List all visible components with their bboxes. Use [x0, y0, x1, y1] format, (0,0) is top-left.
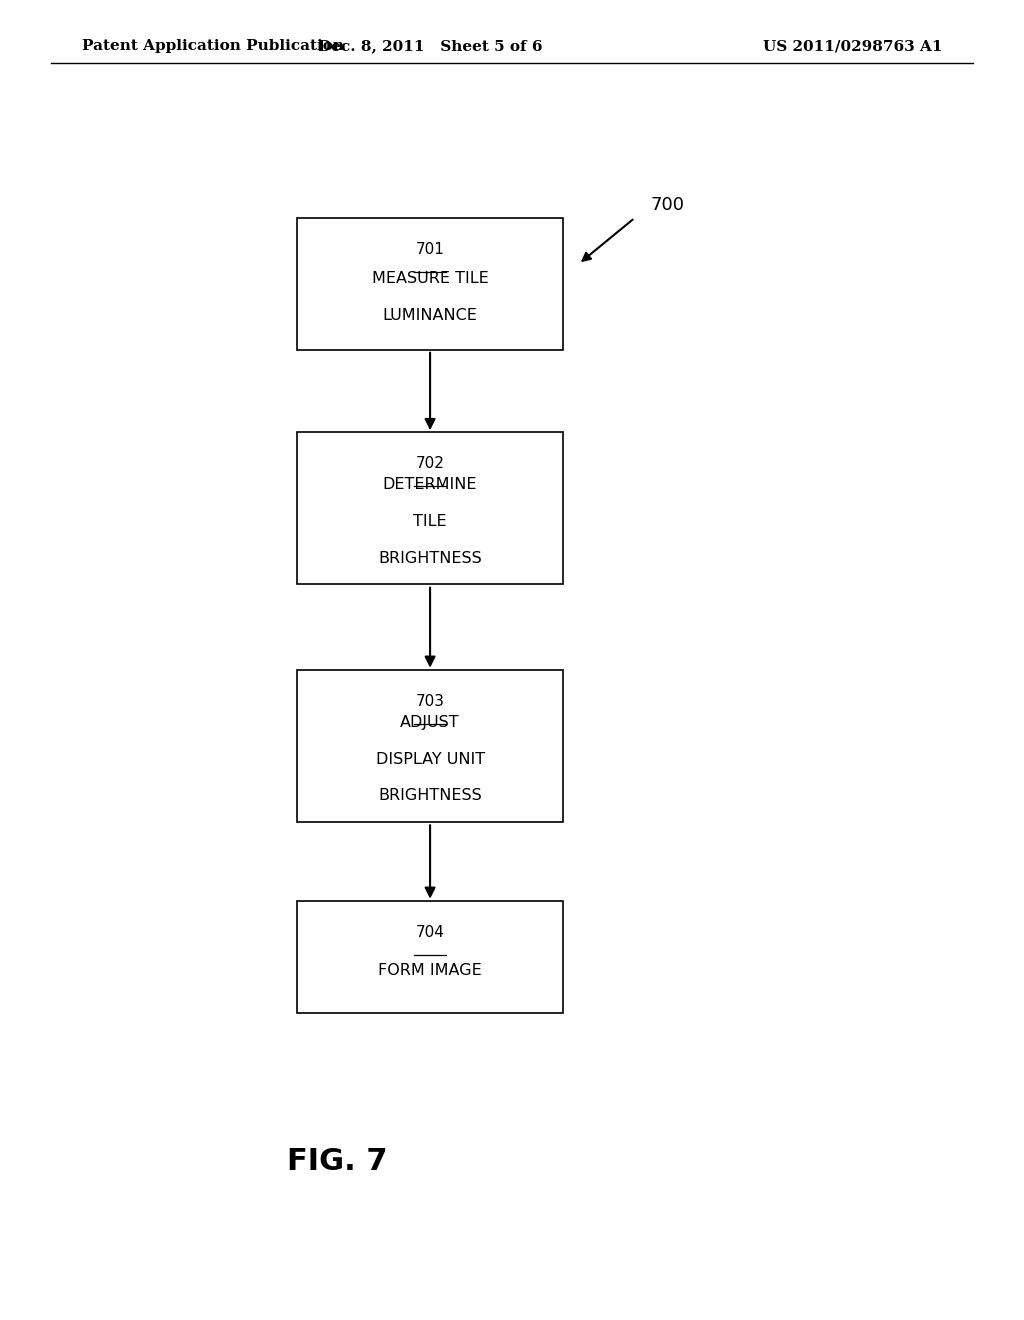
Text: BRIGHTNESS: BRIGHTNESS	[378, 550, 482, 566]
FancyBboxPatch shape	[297, 671, 563, 821]
FancyBboxPatch shape	[297, 433, 563, 583]
Text: LUMINANCE: LUMINANCE	[383, 308, 477, 323]
Text: Dec. 8, 2011   Sheet 5 of 6: Dec. 8, 2011 Sheet 5 of 6	[317, 40, 543, 53]
Text: FORM IMAGE: FORM IMAGE	[378, 962, 482, 978]
Text: Patent Application Publication: Patent Application Publication	[82, 40, 344, 53]
Text: 704: 704	[416, 924, 444, 940]
Text: ADJUST: ADJUST	[400, 714, 460, 730]
Text: 700: 700	[650, 195, 684, 214]
Text: 703: 703	[416, 694, 444, 709]
Text: 701: 701	[416, 242, 444, 256]
Text: BRIGHTNESS: BRIGHTNESS	[378, 788, 482, 804]
Text: TILE: TILE	[414, 513, 446, 529]
FancyBboxPatch shape	[297, 218, 563, 350]
FancyBboxPatch shape	[297, 900, 563, 1014]
Text: FIG. 7: FIG. 7	[287, 1147, 387, 1176]
Text: 702: 702	[416, 457, 444, 471]
Text: MEASURE TILE: MEASURE TILE	[372, 271, 488, 286]
Text: DETERMINE: DETERMINE	[383, 477, 477, 492]
Text: DISPLAY UNIT: DISPLAY UNIT	[376, 751, 484, 767]
Text: US 2011/0298763 A1: US 2011/0298763 A1	[763, 40, 942, 53]
